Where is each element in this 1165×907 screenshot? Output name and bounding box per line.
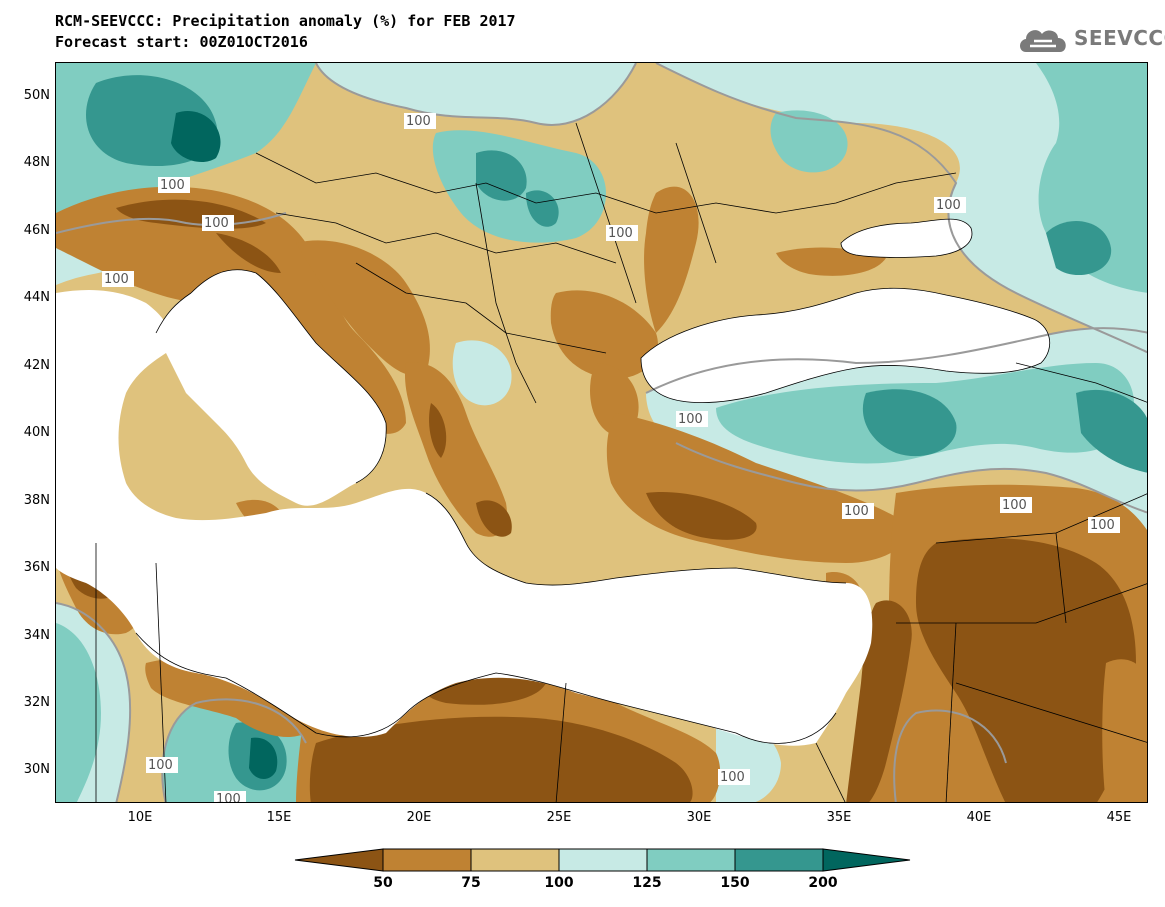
colorbar-label: 200	[808, 875, 838, 891]
colorbar-segment	[470, 848, 560, 872]
lon-label: 15E	[266, 810, 292, 825]
colorbar-segment	[294, 848, 384, 872]
contour-lines	[56, 63, 1147, 802]
map-area: 100 100 100 100 100 100 100 100 100 100 …	[55, 62, 1148, 803]
colorbar-segment	[382, 848, 472, 872]
contour-label: 100	[104, 272, 129, 287]
map-title: RCM-SEEVCCC: Precipitation anomaly (%) f…	[55, 12, 516, 30]
lat-label: 36N	[23, 560, 50, 575]
contour-label: 100	[204, 216, 229, 231]
lat-label: 50N	[23, 88, 50, 103]
colorbar-label: 100	[544, 875, 574, 891]
lat-label: 30N	[23, 762, 50, 777]
country-borders	[95, 122, 1147, 802]
lat-label: 46N	[23, 223, 50, 238]
colorbar-segment	[558, 848, 648, 872]
lat-label: 44N	[23, 290, 50, 305]
lat-label: 40N	[23, 425, 50, 440]
colorbar-segment	[734, 848, 824, 872]
contour-label: 100	[1090, 518, 1115, 533]
contour-label: 100	[1002, 498, 1027, 513]
contour-label: 100	[720, 770, 745, 785]
contour-label: 100	[148, 758, 173, 773]
lon-label: 35E	[826, 810, 852, 825]
lon-label: 10E	[127, 810, 153, 825]
colorbar-label: 50	[373, 875, 393, 891]
contour-label: 100	[160, 178, 185, 193]
lat-label: 48N	[23, 155, 50, 170]
colorbar-label: 150	[720, 875, 750, 891]
lat-label: 42N	[23, 358, 50, 373]
colorbar-segment	[646, 848, 736, 872]
contour-labels: 100 100 100 100 100 100 100 100 100 100 …	[102, 113, 1120, 803]
lon-label: 40E	[966, 810, 992, 825]
lon-label: 45E	[1106, 810, 1132, 825]
contour-label: 100	[844, 504, 869, 519]
contour-label: 100	[678, 412, 703, 427]
lat-label: 34N	[23, 628, 50, 643]
contour-label: 100	[406, 114, 431, 129]
contour-label: 100	[936, 198, 961, 213]
lon-label: 25E	[546, 810, 572, 825]
lat-label: 38N	[23, 493, 50, 508]
colorbar-segment	[822, 848, 911, 872]
contour-label: 100	[608, 226, 633, 241]
colorbar	[294, 848, 911, 872]
lon-label: 20E	[406, 810, 432, 825]
anomaly-map: 100 100 100 100 100 100 100 100 100 100 …	[56, 63, 1147, 803]
seevccc-logo: SEEVCCC	[1016, 22, 1165, 58]
lon-label: 30E	[686, 810, 712, 825]
dry-regions	[56, 186, 1147, 802]
colorbar-label: 125	[632, 875, 662, 891]
contour-label: 100	[216, 792, 241, 803]
colorbar-label: 75	[461, 875, 481, 891]
forecast-start: Forecast start: 00Z01OCT2016	[55, 33, 308, 51]
lat-label: 32N	[23, 695, 50, 710]
logo-text: SEEVCCC	[1074, 26, 1165, 50]
cloud-icon	[1020, 30, 1066, 52]
sea-areas	[56, 219, 1050, 746]
